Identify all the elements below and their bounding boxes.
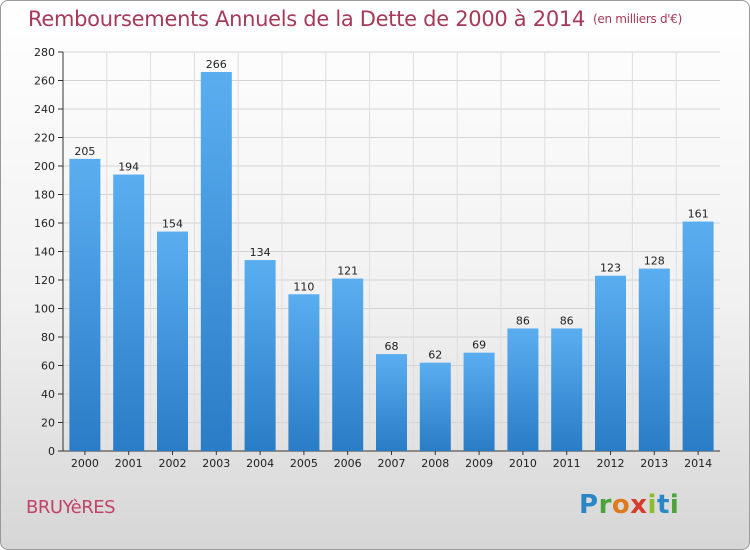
- bar-value-label: 68: [385, 340, 399, 353]
- bar-value-label: 62: [428, 349, 442, 362]
- y-tick-label: 80: [41, 331, 55, 344]
- logo-letter: i: [669, 490, 680, 520]
- bars: [69, 71, 714, 452]
- logo-letter: o: [611, 490, 631, 520]
- bar-value-label: 86: [560, 314, 574, 327]
- y-tick-label: 120: [34, 274, 55, 287]
- x-tick-label: 2001: [115, 457, 143, 470]
- logo-letter: t: [656, 490, 670, 520]
- x-tick-label: 2008: [421, 457, 449, 470]
- bar: [551, 328, 583, 451]
- labels: 0 20 40 60 80 100 120 140 160 180 200 220 240 260 280 2…: [34, 46, 712, 470]
- y-tick-label: 180: [34, 189, 55, 202]
- y-tick-label: 260: [34, 75, 55, 88]
- proxiti-logo: Proxiti: [579, 490, 679, 520]
- chart-title-text: Remboursements Annuels de la Dette de 20…: [28, 7, 585, 31]
- y-tick-label: 40: [41, 388, 55, 401]
- x-tick-label: 2009: [465, 457, 493, 470]
- bar-value-label: 161: [688, 208, 709, 221]
- bar-value-label: 205: [74, 145, 95, 158]
- bar: [376, 354, 407, 451]
- bar: [638, 268, 670, 451]
- y-tick-label: 220: [34, 132, 55, 145]
- bar: [463, 352, 495, 451]
- bar-value-label: 134: [250, 246, 271, 259]
- bar-value-label: 123: [600, 262, 621, 275]
- bar-value-label: 128: [644, 255, 665, 268]
- logo-letter: x: [630, 490, 648, 520]
- y-tick-label: 200: [34, 160, 55, 173]
- bar-value-label: 69: [472, 339, 486, 352]
- x-tick-label: 2006: [334, 457, 362, 470]
- y-tick-label: 160: [34, 217, 55, 230]
- x-tick-label: 2007: [378, 457, 406, 470]
- bar: [595, 275, 626, 451]
- y-tick-label: 20: [41, 417, 55, 430]
- x-tick-label: 2003: [202, 457, 230, 470]
- bar: [157, 231, 188, 451]
- bar: [288, 294, 320, 451]
- y-tick-label: 0: [48, 445, 55, 458]
- chart-unit-note: (en milliers d'€): [593, 12, 683, 26]
- logo-letter: P: [579, 490, 599, 520]
- x-tick-label: 2004: [246, 457, 274, 470]
- y-tick-label: 100: [34, 303, 55, 316]
- x-tick-label: 2011: [553, 457, 581, 470]
- x-tick-label: 2000: [71, 457, 99, 470]
- logo-letter: i: [647, 490, 657, 520]
- bar: [113, 174, 145, 452]
- y-tick-label: 280: [34, 46, 55, 59]
- y-tick-label: 60: [41, 360, 55, 373]
- bar-value-label: 121: [337, 265, 358, 278]
- x-tick-label: 2002: [159, 457, 187, 470]
- x-tick-label: 2014: [684, 457, 712, 470]
- bar: [332, 278, 364, 451]
- bar-value-label: 194: [118, 161, 139, 174]
- bar-value-label: 154: [162, 218, 183, 231]
- y-tick-label: 240: [34, 103, 55, 116]
- bar: [200, 71, 232, 451]
- commune-name: BRUYèRES: [26, 497, 116, 518]
- bar-value-label: 110: [293, 280, 314, 293]
- bar-value-label: 86: [516, 314, 530, 327]
- bar: [244, 260, 276, 451]
- bar-value-label: 266: [206, 58, 227, 71]
- bar: [682, 221, 714, 451]
- x-tick-label: 2010: [509, 457, 537, 470]
- logo-letter: r: [598, 490, 612, 520]
- x-tick-label: 2013: [640, 457, 668, 470]
- bar: [419, 362, 451, 451]
- y-tick-label: 140: [34, 246, 55, 259]
- x-tick-label: 2005: [290, 457, 318, 470]
- bar: [69, 158, 101, 451]
- chart-title: Remboursements Annuels de la Dette de 20…: [28, 7, 682, 31]
- x-tick-label: 2012: [597, 457, 625, 470]
- bar: [507, 328, 539, 451]
